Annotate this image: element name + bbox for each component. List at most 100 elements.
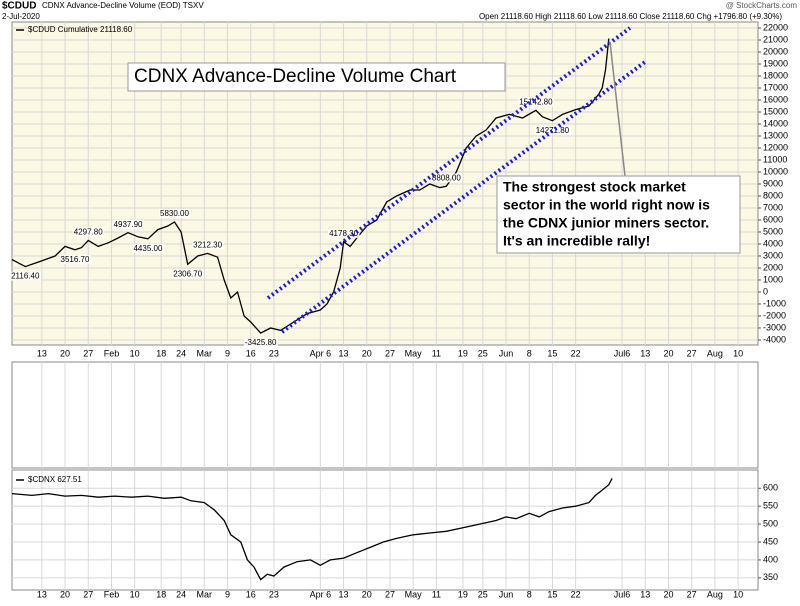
y-tick-label: -1000 [763,298,786,308]
y-tick-label: 3000 [763,250,783,260]
data-label: 8808.00 [432,173,461,182]
x-tick-label: 20 [60,348,70,358]
symbol: $CDUD [2,1,36,12]
x-tick-label: Jun [499,589,514,599]
data-label-bg [328,228,360,238]
y-tick-label: 350 [763,572,778,582]
x-tick-label: 19 [458,348,468,358]
x-tick-label: 20 [663,348,673,358]
x-tick-label: Jul6 [614,348,631,358]
x-tick-label: 8 [527,348,532,358]
data-label: 4435.00 [133,244,162,253]
x-tick-label: Jul6 [614,589,631,599]
quote: Open 21118.60 High 21118.60 Low 21118.60… [479,12,782,21]
data-label-bg [243,338,279,348]
x-tick-label: 11 [432,348,441,358]
comment-line: the CDNX junior miners sector. [503,215,709,231]
x-tick-label: 13 [640,348,650,358]
y-tick-label: -2000 [763,310,786,320]
y-tick-label: 12000 [763,142,788,152]
x-tick-label: 13 [339,589,349,599]
x-tick-label: 13 [640,589,650,599]
y-tick-label: 2000 [763,262,783,272]
x-tick-label: Apr 6 [310,348,332,358]
x-tick-label: 23 [269,589,279,599]
x-tick-label: 19 [458,589,468,599]
comment-line: It's an incredible rally! [503,233,650,249]
data-label-bg [192,240,224,250]
x-tick-label: 9 [225,589,230,599]
y-tick-label: 9000 [763,178,783,188]
date: 2-Jul-2020 [2,12,40,21]
x-tick-label: 27 [385,348,395,358]
series-name: CDNX Advance-Decline Volume (EOD) TSXV [42,1,204,10]
data-label-bg [518,97,555,107]
data-label: 5830.00 [160,209,189,218]
y-tick-label: 17000 [763,82,788,92]
middle-panel [11,361,759,469]
x-tick-label: May [405,348,423,358]
data-label-bg [430,173,463,183]
data-label: 2116.40 [11,272,40,281]
y-tick-label: 18000 [763,70,788,80]
y-tick-label: 6000 [763,214,783,224]
x-tick-label: 27 [687,348,697,358]
comment-line: The strongest stock market [503,179,686,195]
data-label: -3425.80 [245,338,277,347]
x-tick-label: 24 [176,348,186,358]
x-tick-label: 11 [432,589,441,599]
x-tick-label: 20 [663,589,673,599]
y-tick-label: 11000 [763,154,787,164]
y-tick-label: 0 [763,286,768,296]
title-box [127,62,506,92]
x-tick-label: Aug [707,589,723,599]
x-tick-label: Feb [104,589,120,599]
x-tick-label: 20 [362,348,372,358]
x-tick-label: May [405,589,423,599]
x-tick-label: 27 [385,589,395,599]
x-tick-label: 10 [130,589,140,599]
x-tick-label: 24 [176,589,186,599]
x-tick-label: 22 [571,589,581,599]
y-tick-label: -4000 [763,334,786,344]
x-tick-label: 20 [362,589,372,599]
data-label: 2306.70 [173,269,202,278]
x-tick-label: 27 [687,589,697,599]
x-tick-label: 23 [269,348,279,358]
x-tick-label: 27 [83,348,93,358]
y-tick-label: 14000 [763,118,788,128]
data-label: 4297.80 [74,228,103,237]
data-label-bg [159,209,191,219]
y-tick-label: 15000 [763,106,788,116]
data-label-bg [132,243,164,253]
y-tick-label: 500 [763,518,778,528]
x-tick-label: 13 [37,348,47,358]
legend-label: $CDNX 627.51 [28,475,82,484]
source: @ StockCharts.com [726,1,798,10]
x-tick-label: 25 [478,348,488,358]
y-tick-label: 600 [763,483,778,493]
y-tick-label: 10000 [763,166,788,176]
x-tick-label: Mar [197,589,213,599]
x-tick-label: 22 [571,348,581,358]
upper-channel [266,26,632,300]
x-tick-label: Apr 6 [310,589,332,599]
y-tick-label: 20000 [763,46,788,56]
y-tick-label: 13000 [763,130,788,140]
bottom-panel [11,469,759,591]
data-label: 3516.70 [61,255,90,264]
x-tick-label: 18 [156,589,166,599]
data-label-bg [72,227,105,237]
y-tick-label: 7000 [763,202,783,212]
y-tick-label: 8000 [763,190,783,200]
data-label: 4937.90 [114,220,143,229]
x-tick-label: 13 [339,348,349,358]
data-label-bg [534,125,571,135]
series-line [11,478,613,581]
data-label-bg [112,219,145,229]
data-label: 14271.80 [536,126,570,135]
comment-box [496,175,741,254]
chart-title: CDNX Advance-Decline Volume Chart [134,66,457,87]
y-tick-label: 16000 [763,94,788,104]
